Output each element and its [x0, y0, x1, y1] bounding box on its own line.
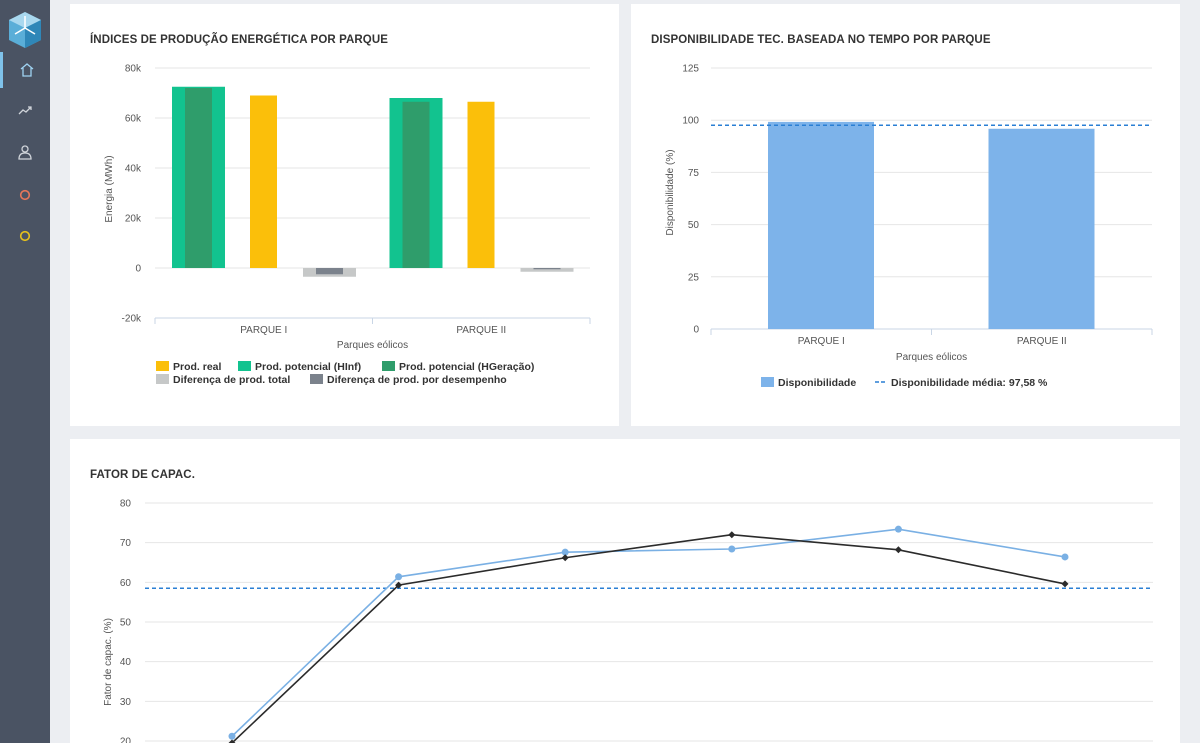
- app-logo[interactable]: [6, 10, 44, 50]
- availability-chart: 0 25 50 75 100 125 PARQUE I PARQUE II Parques eó…: [665, 64, 1153, 389]
- data-point: [561, 554, 569, 562]
- bar-prod-real: [250, 95, 277, 268]
- data-point: [395, 573, 403, 581]
- data-point: [728, 545, 736, 553]
- data-point: [894, 546, 902, 554]
- legend-swatch: [238, 361, 251, 371]
- legend-label: Disponibilidade: [778, 377, 856, 389]
- data-point: [1061, 580, 1069, 588]
- energy-production-chart: -20k 0 20k 40k 60k 80k PARQUE I PARQUE II Parque…: [104, 64, 591, 386]
- chart-title: DISPONIBILIDADE TEC. BASEADA NO TEMPO PO…: [651, 34, 991, 46]
- x-tick-label: PARQUE I: [798, 336, 845, 347]
- legend-label: Prod. potencial (HGeração): [399, 361, 534, 373]
- y-tick-label: 75: [688, 168, 700, 179]
- data-point: [228, 739, 236, 743]
- bar-disponibilidade: [988, 128, 1095, 329]
- legend-label: Disponibilidade média: 97,58 %: [891, 377, 1048, 389]
- bar-prod-potencial-hgeracao: [185, 88, 212, 268]
- y-tick-label: 80: [120, 499, 132, 510]
- y-tick-label: 20: [120, 737, 132, 743]
- y-tick-label: 30: [120, 697, 132, 708]
- legend-swatch: [761, 377, 774, 387]
- capacity-factor-card: FATOR DE CAPAC. 20 30 40 50 60 70 80 Fator de c…: [70, 439, 1180, 743]
- nav-trend[interactable]: [0, 92, 50, 128]
- data-point: [561, 548, 569, 556]
- bar-diferenca-total: [520, 268, 574, 272]
- y-tick-label: 60: [120, 578, 132, 589]
- y-tick-label: 0: [135, 264, 141, 275]
- nav-user[interactable]: [0, 134, 50, 170]
- bar-diferenca-desempenho: [316, 268, 343, 275]
- y-tick-label: 60k: [125, 114, 142, 125]
- bar-disponibilidade: [768, 121, 874, 330]
- sidebar: [0, 0, 50, 743]
- y-tick-label: 125: [682, 64, 699, 75]
- data-point: [728, 531, 736, 539]
- data-point: [894, 525, 902, 533]
- y-axis-label: Fator de capac. (%): [103, 618, 114, 706]
- trend-icon: [18, 106, 32, 115]
- x-axis-label: Parques eólicos: [896, 352, 967, 363]
- user-icon: [18, 145, 32, 160]
- legend-swatch: [382, 361, 395, 371]
- bar-prod-potencial-hgeracao: [402, 101, 430, 268]
- bar-diferenca-desempenho: [533, 268, 561, 270]
- energy-production-card: ÍNDICES DE PRODUÇÃO ENERGÉTICA POR PARQU…: [70, 4, 619, 426]
- availability-card: DISPONIBILIDADE TEC. BASEADA NO TEMPO PO…: [631, 4, 1180, 426]
- y-axis-label: Disponibilidade (%): [665, 149, 676, 235]
- circle-icon: [19, 230, 31, 242]
- y-tick-label: 50: [120, 618, 132, 629]
- legend-label: Prod. real: [173, 361, 222, 373]
- x-axis-label: Parques eólicos: [337, 340, 408, 351]
- nav-status-yellow[interactable]: [0, 218, 50, 254]
- home-icon: [20, 63, 33, 77]
- y-tick-label: 80k: [125, 64, 142, 75]
- y-tick-label: 20k: [125, 214, 142, 225]
- legend-label: Diferença de prod. por desempenho: [327, 374, 507, 386]
- y-tick-label: 100: [682, 116, 699, 127]
- y-axis-label: Energia (MWh): [104, 155, 115, 222]
- y-tick-label: 40: [120, 657, 132, 668]
- chart-title: FATOR DE CAPAC.: [90, 469, 196, 481]
- legend-label: Diferença de prod. total: [173, 374, 290, 386]
- y-tick-label: 25: [688, 272, 700, 283]
- y-tick-label: -20k: [122, 314, 142, 325]
- capacity-factor-chart: 20 30 40 50 60 70 80 Fator de capac. (%): [103, 499, 1153, 743]
- series-line: [231, 533, 1066, 743]
- y-tick-label: 50: [688, 220, 700, 231]
- x-tick-label: PARQUE II: [456, 325, 506, 336]
- legend-swatch: [156, 374, 169, 384]
- legend-swatch: [156, 361, 169, 371]
- x-tick-label: PARQUE II: [1017, 336, 1067, 347]
- series-line: [231, 528, 1066, 737]
- legend-label: Prod. potencial (HInf): [255, 361, 361, 373]
- chart-title: ÍNDICES DE PRODUÇÃO ENERGÉTICA POR PARQU…: [90, 34, 389, 46]
- y-tick-label: 0: [693, 325, 699, 336]
- nav-status-orange[interactable]: [0, 177, 50, 213]
- data-point: [228, 732, 236, 740]
- x-tick-label: PARQUE I: [240, 325, 287, 336]
- y-tick-label: 40k: [125, 164, 142, 175]
- legend-swatch: [310, 374, 323, 384]
- data-point: [1061, 553, 1069, 561]
- nav-home[interactable]: [0, 52, 50, 88]
- data-point: [395, 581, 403, 589]
- y-tick-label: 70: [120, 538, 132, 549]
- bar-prod-real: [467, 101, 495, 268]
- circle-icon: [19, 189, 31, 201]
